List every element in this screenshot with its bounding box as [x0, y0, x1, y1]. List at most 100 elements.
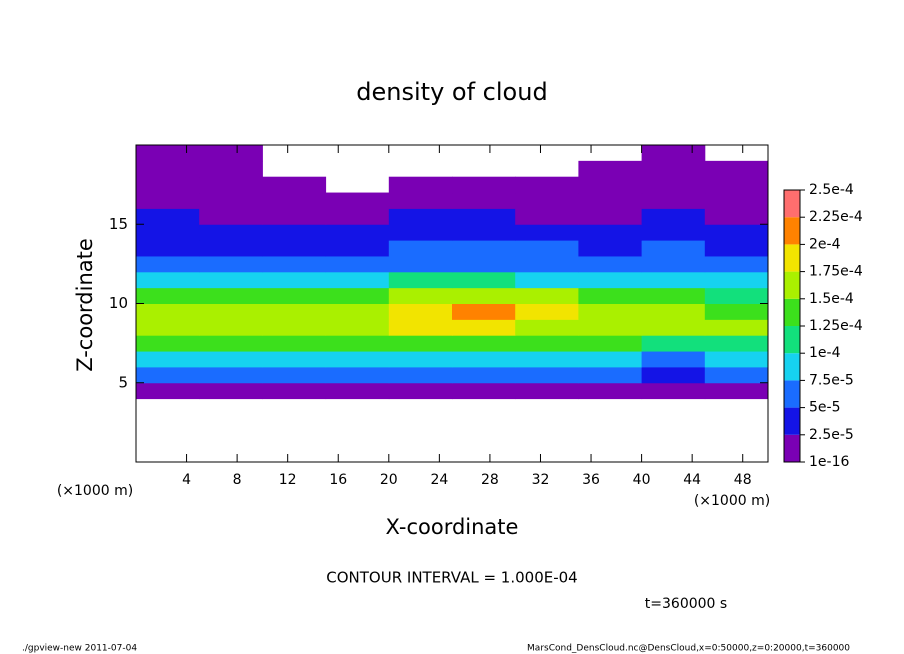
x-tick-label: 36	[582, 472, 600, 488]
heat-cell	[199, 287, 263, 304]
heat-cell	[199, 160, 263, 178]
heat-cell	[578, 382, 643, 400]
heat-cell	[452, 255, 516, 273]
colorbar-label: 1.5e-4	[809, 291, 854, 307]
heat-cell	[515, 351, 579, 368]
heat-cell	[262, 382, 327, 400]
heat-cell	[325, 224, 390, 241]
heat-cell	[641, 145, 706, 162]
heat-cell	[262, 176, 327, 194]
chart-title: density of cloud	[356, 78, 547, 106]
heat-cell	[704, 351, 769, 368]
heat-cell	[704, 271, 769, 289]
heat-cell	[388, 192, 453, 209]
heat-cell	[325, 382, 390, 400]
heat-cell	[388, 366, 453, 384]
heat-cell	[262, 240, 327, 257]
heat-cell	[136, 145, 200, 162]
heat-cell	[262, 303, 327, 320]
colorbar-bin	[784, 244, 800, 272]
heat-cell	[136, 382, 200, 400]
heat-cell	[136, 319, 200, 336]
x-tick-label: 24	[430, 472, 448, 488]
heat-cell	[515, 224, 579, 241]
contour-note: CONTOUR INTERVAL = 1.000E-04	[326, 569, 577, 587]
heat-cell	[452, 382, 516, 400]
heat-cell	[452, 176, 516, 194]
heat-cell	[641, 224, 706, 241]
heat-cell	[388, 176, 453, 194]
heat-cell	[578, 366, 643, 384]
heat-cell	[515, 303, 579, 320]
heat-cell	[515, 382, 579, 400]
heat-cell	[388, 271, 453, 289]
heat-cell	[515, 192, 579, 209]
heat-cell	[704, 382, 769, 400]
heat-cell	[388, 287, 453, 304]
heat-cell	[388, 240, 453, 257]
heat-cell	[641, 382, 706, 400]
x-tick-label: 20	[380, 472, 398, 488]
heat-cell	[199, 192, 263, 209]
colorbar-label: 1e-4	[809, 345, 841, 361]
colorbar-bin	[784, 190, 800, 218]
heat-cell	[199, 382, 263, 400]
x-unit: (×1000 m)	[694, 493, 770, 509]
heat-cell	[641, 255, 706, 273]
heat-cell	[199, 176, 263, 194]
heat-cell	[199, 351, 263, 368]
heat-cell	[641, 335, 706, 352]
heat-cell	[199, 255, 263, 273]
y-tick-label: 10	[109, 294, 128, 312]
heat-cell	[199, 366, 263, 384]
heat-cell	[641, 176, 706, 194]
heat-cell	[388, 319, 453, 336]
heat-cell	[704, 319, 769, 336]
heat-cell	[136, 208, 200, 225]
heat-cell	[578, 335, 643, 352]
heat-cell	[136, 192, 200, 209]
x-tick-label: 40	[633, 472, 651, 488]
heat-cell	[704, 192, 769, 209]
heat-cell	[578, 351, 643, 368]
colorbar-label: 1e-16	[809, 454, 849, 470]
heat-cell	[262, 208, 327, 225]
heat-cell	[325, 255, 390, 273]
colorbar-label: 2e-4	[809, 236, 841, 252]
heat-cell	[641, 287, 706, 304]
heat-cell	[325, 240, 390, 257]
x-tick-label: 8	[233, 472, 242, 488]
colorbar-bin	[784, 326, 800, 354]
heat-cell	[515, 287, 579, 304]
footer: ./gpview-new 2011-07-04	[22, 644, 137, 654]
colorbar-bin	[784, 407, 800, 435]
heat-cell	[515, 335, 579, 352]
heat-cell	[388, 208, 453, 225]
heat-cell	[136, 271, 200, 289]
footer: MarsCond_DensCloud.nc@DensCloud,x=0:5000…	[527, 644, 850, 654]
heat-cell	[452, 208, 516, 225]
heat-cell	[515, 319, 579, 336]
time-note: t=360000 s	[645, 596, 727, 612]
heat-cell	[325, 192, 390, 209]
heat-cell	[325, 303, 390, 320]
x-tick-label: 32	[532, 472, 550, 488]
heat-cell	[452, 240, 516, 257]
heat-cell	[388, 224, 453, 241]
heat-cell	[704, 366, 769, 384]
heat-cell	[641, 208, 706, 225]
heat-cell	[704, 255, 769, 273]
x-tick-label: 28	[481, 472, 499, 488]
heat-cell	[325, 335, 390, 352]
heat-cell	[262, 335, 327, 352]
heat-cell	[452, 192, 516, 209]
heat-cell	[578, 271, 643, 289]
heat-cell	[578, 208, 643, 225]
y-tick-label: 15	[109, 215, 128, 233]
heat-cell	[136, 224, 200, 241]
heat-cell	[199, 335, 263, 352]
heat-cell	[262, 287, 327, 304]
colorbar-label: 5e-5	[809, 400, 840, 416]
heat-cell	[515, 208, 579, 225]
